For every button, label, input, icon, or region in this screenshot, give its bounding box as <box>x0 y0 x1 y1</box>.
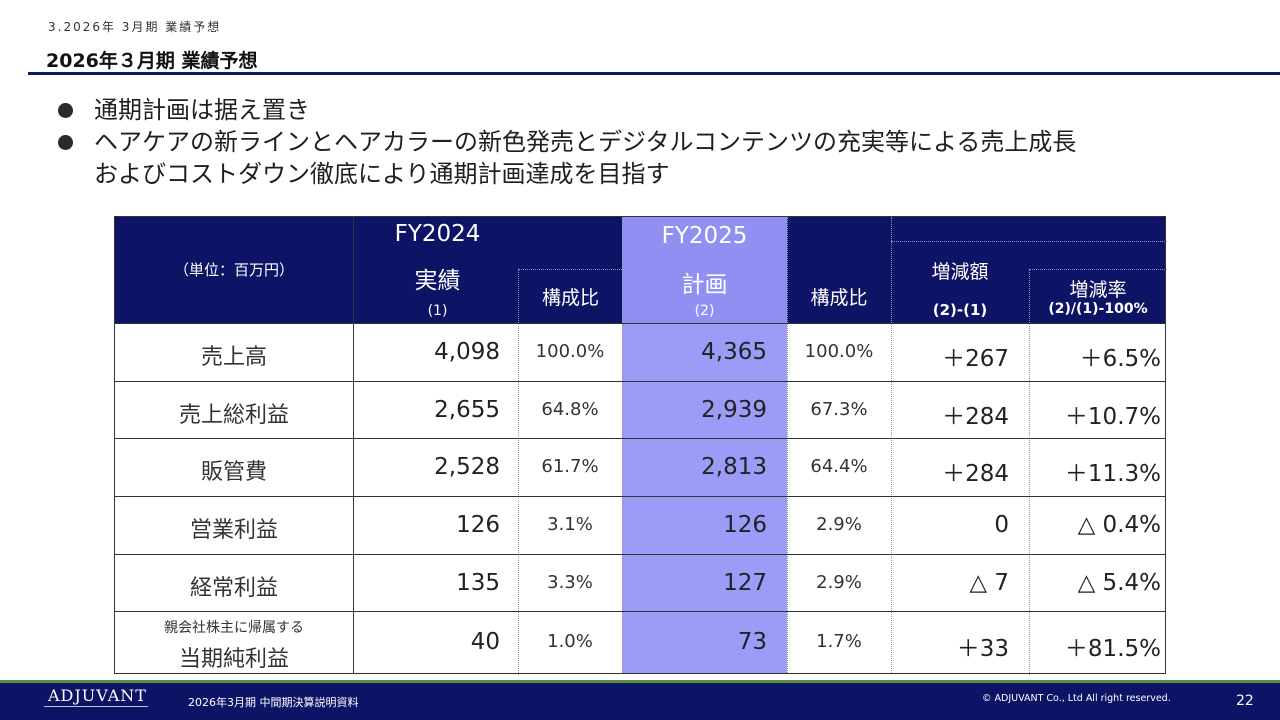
ratio1-value: 1.0% <box>547 631 593 652</box>
document-title: 2026年3月期 中間期決算説明資料 <box>188 696 359 709</box>
ratio2-value: 1.7% <box>816 631 862 652</box>
row-line <box>115 438 1165 439</box>
fy2024-value: 40 <box>470 629 500 655</box>
plan-header-highlight <box>622 217 787 323</box>
diff-value: △ 7 <box>969 570 1009 596</box>
bullet-text: およびコストダウン徹底により通期計画達成を目指す <box>94 160 670 188</box>
diff-value: ＋284 <box>942 461 1009 487</box>
table-row: 売上高 4,098 100.0% 4,365 100.0% ＋267 ＋6.5% <box>115 323 1165 381</box>
rate-header: 増減率 <box>1069 279 1127 301</box>
title-rule <box>28 72 1280 75</box>
ratio2-value: 64.4% <box>810 456 868 477</box>
ratio2-value: 67.3% <box>810 399 868 420</box>
ratio1-value: 3.1% <box>547 514 593 535</box>
fy2025-value: 2,939 <box>701 397 767 423</box>
row-label: 売上総利益 <box>178 403 289 428</box>
table-row: 親会社株主に帰属する 当期純利益 40 1.0% 73 1.7% ＋33 ＋81… <box>115 611 1165 673</box>
bullet-dot-icon <box>58 135 73 150</box>
rate-value: ＋11.3% <box>1064 461 1161 487</box>
ratio1-value: 61.7% <box>541 456 599 477</box>
bullet-text: 通期計画は据え置き <box>94 96 310 124</box>
rate-value: ＋81.5% <box>1064 636 1161 662</box>
bullet-text: ヘアケアの新ラインとヘアカラーの新色発売とデジタルコンテンツの充実等による売上成… <box>94 128 1077 156</box>
diff-value: ＋267 <box>942 346 1009 372</box>
diff-tag: (2)-(1) <box>932 301 988 319</box>
footer-bar <box>0 680 1280 720</box>
rate-value: ＋6.5% <box>1079 346 1161 372</box>
row-line <box>115 611 1165 612</box>
fy2025-value: 127 <box>723 570 767 596</box>
row-label: 売上高 <box>200 345 267 370</box>
fy2024-value: 4,098 <box>434 339 500 365</box>
rate-value: △ 0.4% <box>1077 512 1161 538</box>
row-line <box>115 554 1165 555</box>
row-line <box>115 496 1165 497</box>
row-label: 販管費 <box>200 460 267 485</box>
bullet-item: 通期計画は据え置き <box>56 94 1236 126</box>
col-line <box>622 217 623 673</box>
row-line <box>115 381 1165 382</box>
diff-value: ＋33 <box>956 636 1009 662</box>
row-line <box>115 323 1165 324</box>
header-divider <box>1029 269 1167 270</box>
row-label: 経常利益 <box>189 576 278 601</box>
logo-underline <box>44 706 148 707</box>
ratio2-value: 2.9% <box>816 572 862 593</box>
ratio1-value: 100.0% <box>535 341 605 362</box>
col-line <box>518 269 519 675</box>
fy2025-value: 2,813 <box>701 454 767 480</box>
fy2024-value: 2,528 <box>434 454 500 480</box>
fy2025-value: 126 <box>723 512 767 538</box>
fy2024-tag: (1) <box>427 303 448 319</box>
bullet-dot-icon <box>58 103 73 118</box>
diff-value: 0 <box>994 512 1009 538</box>
row-label: 営業利益 <box>189 518 278 543</box>
ratio2-value: 100.0% <box>804 341 874 362</box>
page-title: 2026年３月期 業績予想 <box>46 50 258 72</box>
fy2024-year: FY2024 <box>394 221 481 247</box>
rate-value: ＋10.7% <box>1064 404 1161 430</box>
table-row: 売上総利益 2,655 64.8% 2,939 67.3% ＋284 ＋10.7… <box>115 381 1165 438</box>
bullet-item: ヘアケアの新ラインとヘアカラーの新色発売とデジタルコンテンツの充実等による売上成… <box>56 126 1236 158</box>
row-label: 当期純利益 <box>178 647 289 672</box>
ratio1-value: 3.3% <box>547 572 593 593</box>
header-divider <box>518 269 622 270</box>
header-divider <box>891 241 1167 242</box>
company-logo: ADJUVANT <box>48 686 147 705</box>
col-line <box>1029 269 1030 675</box>
rate-value: △ 5.4% <box>1077 570 1161 596</box>
fy2024-label: 実績 <box>414 268 461 294</box>
copyright: © ADJUVANT Co., Ltd All right reserved. <box>982 693 1171 704</box>
ratio1-value: 64.8% <box>541 399 599 420</box>
fy2025-year: FY2025 <box>661 223 748 249</box>
page-number: 22 <box>1236 693 1254 709</box>
col-line <box>787 217 788 673</box>
ratio2-header: 構成比 <box>810 287 868 309</box>
ratio2-value: 2.9% <box>816 514 862 535</box>
fy2024-value: 135 <box>456 570 500 596</box>
col-line <box>353 217 354 673</box>
diff-header: 増減額 <box>931 261 989 283</box>
unit-label: （単位：百万円） <box>173 261 294 279</box>
ratio1-header: 構成比 <box>541 287 599 309</box>
col-line <box>891 217 892 673</box>
fy2024-value: 126 <box>456 512 500 538</box>
fy2025-value: 73 <box>737 629 767 655</box>
diff-value: ＋284 <box>942 404 1009 430</box>
table-row: 営業利益 126 3.1% 126 2.9% 0 △ 0.4% <box>115 496 1165 554</box>
bullet-list: 通期計画は据え置き ヘアケアの新ラインとヘアカラーの新色発売とデジタルコンテンツ… <box>56 94 1236 190</box>
section-number: 3.2026年 3月期 業績予想 <box>48 20 222 34</box>
bullet-continuation: およびコストダウン徹底により通期計画達成を目指す <box>56 158 1236 190</box>
fy2025-value: 4,365 <box>701 339 767 365</box>
row-label-top: 親会社株主に帰属する <box>164 620 304 636</box>
table-row: 販管費 2,528 61.7% 2,813 64.4% ＋284 ＋11.3% <box>115 438 1165 496</box>
table-row: 経常利益 135 3.3% 127 2.9% △ 7 △ 5.4% <box>115 554 1165 611</box>
fy2025-label: 計画 <box>681 272 728 298</box>
rate-tag: (2)/(1)-100% <box>1048 301 1148 317</box>
fy2024-value: 2,655 <box>434 397 500 423</box>
fy2025-tag: (2) <box>694 303 715 319</box>
forecast-table: （単位：百万円） FY2024 実績 (1) 構成比 FY2025 計画 (2)… <box>114 216 1167 675</box>
